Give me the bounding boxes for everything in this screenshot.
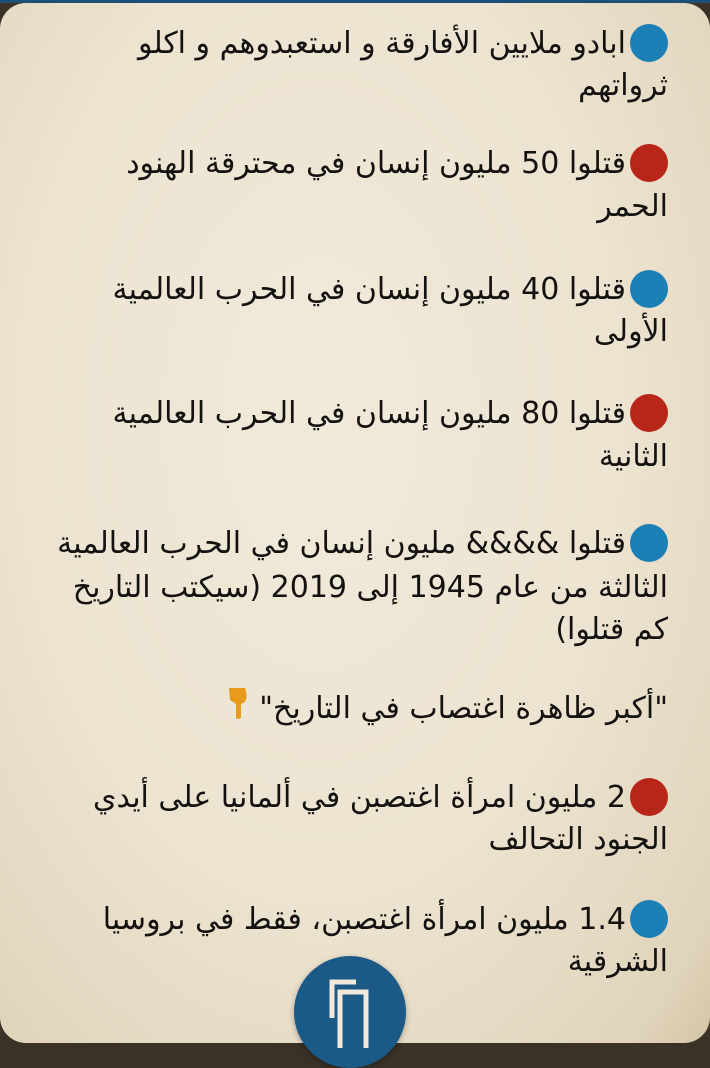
item-text: قتلوا 80 مليون إنسان في الحرب العالمية xyxy=(112,396,626,431)
parchment-background xyxy=(0,3,710,1043)
item-7-line-2: الجنود التحالف xyxy=(488,818,668,862)
item-6-line-1: "أكبر ظاهرة اغتصاب في التاريخ" xyxy=(227,686,668,733)
pointing-down-hand-icon xyxy=(227,686,249,733)
red-circle-icon xyxy=(630,777,668,816)
item-1-line-1: ابادو ملايين الأفارقة و استعبدوهم و اكلو xyxy=(138,22,668,66)
item-text: الأولى xyxy=(593,314,668,349)
blue-circle-icon xyxy=(630,523,668,562)
item-text: قتلوا 50 مليون إنسان في محترقة الهنود xyxy=(126,146,626,181)
item-text: الثالثة من عام 1945 إلى 2019 (سيكتب التا… xyxy=(72,570,668,605)
top-bar xyxy=(0,0,710,3)
item-text: الشرقية xyxy=(567,944,668,979)
item-2-line-1: قتلوا 50 مليون إنسان في محترقة الهنود xyxy=(126,142,668,186)
item-8-line-1: 1.4 مليون امرأة اغتصبن، فقط في بروسيا xyxy=(103,898,668,942)
red-circle-icon xyxy=(630,393,668,432)
item-4-line-2: الثانية xyxy=(599,435,668,479)
item-text: ثرواتهم xyxy=(578,68,668,103)
item-4-line-1: قتلوا 80 مليون إنسان في الحرب العالمية xyxy=(113,392,668,436)
copy-icon xyxy=(329,979,369,1048)
blue-circle-icon xyxy=(630,23,668,62)
item-7-line-1: 2 مليون امرأة اغتصبن في ألمانيا على أيدي xyxy=(93,776,668,820)
copy-button[interactable] xyxy=(294,956,406,1068)
item-text: "أكبر ظاهرة اغتصاب في التاريخ" xyxy=(259,691,668,726)
item-text: الجنود التحالف xyxy=(488,822,668,857)
item-text: قتلوا 40 مليون إنسان في الحرب العالمية xyxy=(112,272,626,307)
item-5-line-2: الثالثة من عام 1945 إلى 2019 (سيكتب التا… xyxy=(73,566,668,610)
item-text: 1.4 مليون امرأة اغتصبن، فقط في بروسيا xyxy=(102,902,626,937)
item-text: الثانية xyxy=(598,439,668,474)
item-text: قتلوا &&&& مليون إنسان في الحرب العالمية xyxy=(57,526,626,561)
item-text: الحمر xyxy=(597,189,668,224)
blue-circle-icon xyxy=(630,899,668,938)
item-text: كم قتلوا) xyxy=(555,612,668,647)
item-text: 2 مليون امرأة اغتصبن في ألمانيا على أيدي xyxy=(92,780,626,815)
item-3-line-1: قتلوا 40 مليون إنسان في الحرب العالمية xyxy=(113,268,668,312)
item-5-line-3: كم قتلوا) xyxy=(555,608,668,652)
item-3-line-2: الأولى xyxy=(594,310,668,354)
item-text: ابادو ملايين الأفارقة و استعبدوهم و اكلو xyxy=(137,26,626,61)
item-5-line-1: قتلوا &&&& مليون إنسان في الحرب العالمية xyxy=(57,522,668,566)
red-circle-icon xyxy=(630,143,668,182)
item-8-line-2: الشرقية xyxy=(568,940,668,984)
item-1-line-2: ثرواتهم xyxy=(578,64,668,108)
item-2-line-2: الحمر xyxy=(597,185,668,229)
blue-circle-icon xyxy=(630,269,668,308)
